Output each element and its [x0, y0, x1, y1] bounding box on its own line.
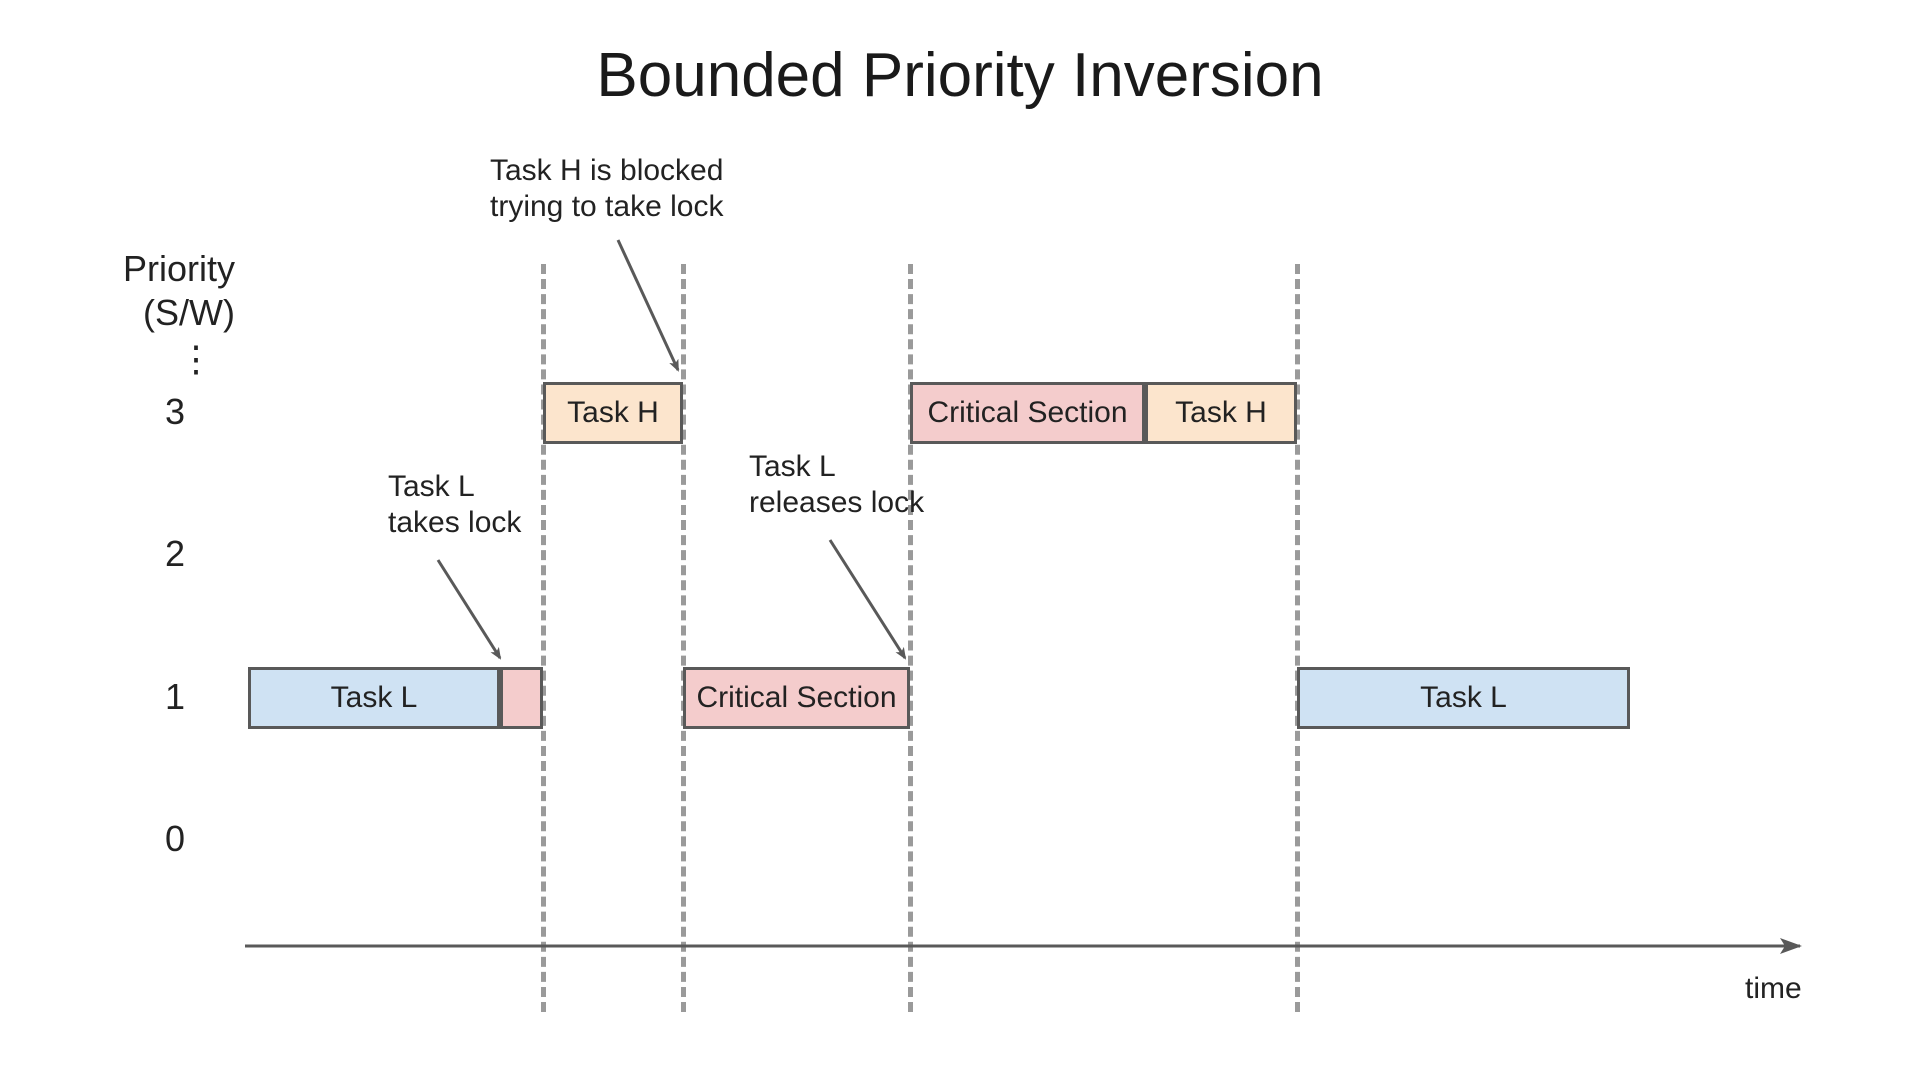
y-tick-label: 3 [165, 391, 185, 433]
y-axis-title-line1: Priority [123, 248, 235, 290]
annotation-taskL-releases-line2: releases lock [749, 486, 924, 520]
y-axis-ellipsis: ⋮ [178, 338, 214, 380]
y-tick-label: 1 [165, 676, 185, 718]
annotation-taskH-blocked-line2: trying to take lock [490, 190, 723, 224]
bar-segment [500, 667, 543, 729]
event-divider [1295, 264, 1300, 1012]
annotation-arrow-taskL-takes [438, 560, 500, 658]
task-h-bar: Task H [1145, 382, 1297, 444]
event-divider [541, 264, 546, 1012]
event-divider [908, 264, 913, 1012]
x-axis-label: time [1745, 972, 1802, 1006]
task-h-bar: Task H [543, 382, 683, 444]
y-axis-title-line2: (S/W) [143, 292, 235, 334]
annotation-taskL-releases-line1: Task L [749, 450, 836, 484]
event-divider [681, 264, 686, 1012]
critical-section-bar: Critical Section [910, 382, 1145, 444]
overlay-svg [0, 0, 1920, 1080]
y-tick-label: 0 [165, 818, 185, 860]
task-l-bar: Task L [248, 667, 500, 729]
annotation-arrow-taskL-releases [830, 540, 905, 658]
annotation-taskL-takes-line2: takes lock [388, 506, 521, 540]
page-title: Bounded Priority Inversion [0, 40, 1920, 111]
y-tick-label: 2 [165, 533, 185, 575]
annotation-taskH-blocked-line1: Task H is blocked [490, 154, 723, 188]
annotation-taskL-takes-line1: Task L [388, 470, 475, 504]
critical-section-bar: Critical Section [683, 667, 910, 729]
task-l-bar: Task L [1297, 667, 1630, 729]
annotation-arrow-taskH-blocked [618, 240, 678, 370]
